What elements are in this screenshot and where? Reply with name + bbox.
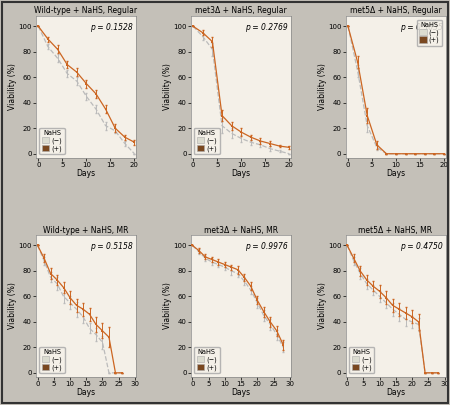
Y-axis label: Viability (%): Viability (%) [318,283,327,329]
Legend: (−), (+): (−), (+) [194,347,220,373]
Y-axis label: Viability (%): Viability (%) [318,64,327,110]
Y-axis label: Viability (%): Viability (%) [163,64,172,110]
Text: p = 0.3635: p = 0.3635 [400,23,442,32]
Legend: (−), (+): (−), (+) [349,347,374,373]
Legend: (−), (+): (−), (+) [417,19,442,46]
Title: met3Δ + NaHS, MR: met3Δ + NaHS, MR [204,226,278,234]
Y-axis label: Viability (%): Viability (%) [8,283,17,329]
X-axis label: Days: Days [231,388,250,397]
Y-axis label: Viability (%): Viability (%) [163,283,172,329]
Legend: (−), (+): (−), (+) [39,347,65,373]
X-axis label: Days: Days [231,169,250,178]
Y-axis label: Viability (%): Viability (%) [8,64,17,110]
Title: met5Δ + NaHS, Regular: met5Δ + NaHS, Regular [350,6,441,15]
Text: p = 0.5158: p = 0.5158 [90,242,133,252]
Title: met5Δ + NaHS, MR: met5Δ + NaHS, MR [359,226,432,234]
Legend: (−), (+): (−), (+) [39,128,65,154]
X-axis label: Days: Days [386,169,405,178]
Text: p = 0.1528: p = 0.1528 [90,23,133,32]
Title: met3Δ + NaHS, Regular: met3Δ + NaHS, Regular [195,6,287,15]
Text: p = 0.2769: p = 0.2769 [245,23,288,32]
Title: Wild-type + NaHS, MR: Wild-type + NaHS, MR [43,226,129,234]
Text: p = 0.9976: p = 0.9976 [245,242,288,252]
X-axis label: Days: Days [386,388,405,397]
Title: Wild-type + NaHS, Regular: Wild-type + NaHS, Regular [34,6,138,15]
Text: p = 0.4750: p = 0.4750 [400,242,442,252]
Legend: (−), (+): (−), (+) [194,128,220,154]
X-axis label: Days: Days [76,169,95,178]
X-axis label: Days: Days [76,388,95,397]
